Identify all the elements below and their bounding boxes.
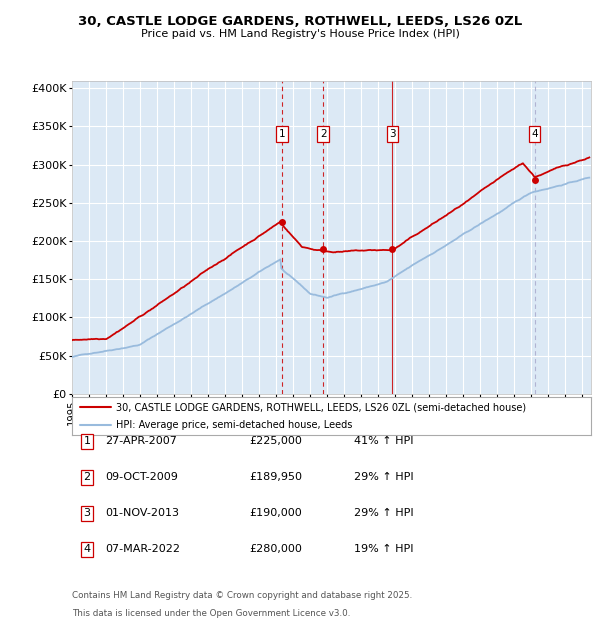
- Text: £190,000: £190,000: [249, 508, 302, 518]
- Text: 1: 1: [278, 129, 285, 139]
- Text: 2: 2: [320, 129, 326, 139]
- Text: 30, CASTLE LODGE GARDENS, ROTHWELL, LEEDS, LS26 0ZL (semi-detached house): 30, CASTLE LODGE GARDENS, ROTHWELL, LEED…: [116, 402, 526, 412]
- Text: 3: 3: [83, 508, 91, 518]
- Text: This data is licensed under the Open Government Licence v3.0.: This data is licensed under the Open Gov…: [72, 609, 350, 618]
- Text: 09-OCT-2009: 09-OCT-2009: [105, 472, 178, 482]
- Text: 19% ↑ HPI: 19% ↑ HPI: [354, 544, 413, 554]
- Text: £189,950: £189,950: [249, 472, 302, 482]
- Text: 4: 4: [83, 544, 91, 554]
- Text: Contains HM Land Registry data © Crown copyright and database right 2025.: Contains HM Land Registry data © Crown c…: [72, 591, 412, 601]
- Text: 01-NOV-2013: 01-NOV-2013: [105, 508, 179, 518]
- Text: £280,000: £280,000: [249, 544, 302, 554]
- Text: 4: 4: [531, 129, 538, 139]
- Text: 41% ↑ HPI: 41% ↑ HPI: [354, 436, 413, 446]
- Text: 29% ↑ HPI: 29% ↑ HPI: [354, 508, 413, 518]
- Text: 2: 2: [83, 472, 91, 482]
- Text: Price paid vs. HM Land Registry's House Price Index (HPI): Price paid vs. HM Land Registry's House …: [140, 29, 460, 39]
- Text: £225,000: £225,000: [249, 436, 302, 446]
- Text: 07-MAR-2022: 07-MAR-2022: [105, 544, 180, 554]
- Text: 3: 3: [389, 129, 396, 139]
- Text: 1: 1: [83, 436, 91, 446]
- Text: 29% ↑ HPI: 29% ↑ HPI: [354, 472, 413, 482]
- Text: HPI: Average price, semi-detached house, Leeds: HPI: Average price, semi-detached house,…: [116, 420, 352, 430]
- Text: 27-APR-2007: 27-APR-2007: [105, 436, 177, 446]
- Text: 30, CASTLE LODGE GARDENS, ROTHWELL, LEEDS, LS26 0ZL: 30, CASTLE LODGE GARDENS, ROTHWELL, LEED…: [78, 16, 522, 28]
